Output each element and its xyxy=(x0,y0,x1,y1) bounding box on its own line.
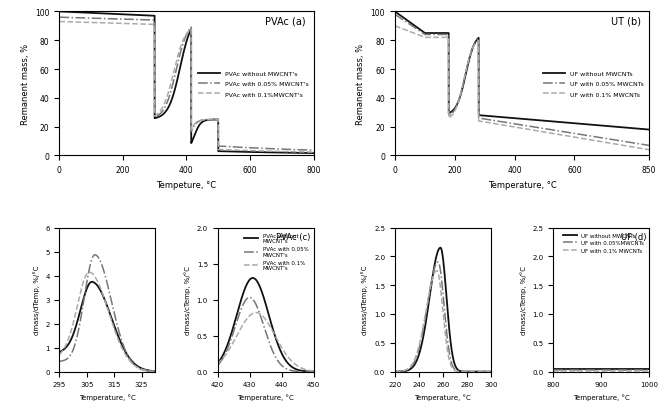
X-axis label: Temperature, °C: Temperature, °C xyxy=(488,180,556,189)
Text: PVAc (c): PVAc (c) xyxy=(276,232,310,241)
X-axis label: Temperature, °C: Temperature, °C xyxy=(573,393,629,400)
X-axis label: Temperature, °C: Temperature, °C xyxy=(237,393,294,400)
X-axis label: Temperature, °C: Temperature, °C xyxy=(79,393,136,400)
Y-axis label: dmass/dTemp, %/°C: dmass/dTemp, %/°C xyxy=(33,265,40,335)
Text: PVAc (a): PVAc (a) xyxy=(266,17,306,27)
Text: UT (b): UT (b) xyxy=(612,17,641,27)
Y-axis label: dmass/cTemp, %/°C: dmass/cTemp, %/°C xyxy=(185,266,191,334)
Y-axis label: Remanent mass, %: Remanent mass, % xyxy=(356,44,365,125)
Legend: PVAc without MWCNT's, PVAc with 0.05% MWCNT's, PVAc with 0.1%MWCNT's: PVAc without MWCNT's, PVAc with 0.05% MW… xyxy=(196,69,310,99)
Text: UF (d): UF (d) xyxy=(621,232,646,241)
Legend: PVAc without
MWCNT's, PVAc with 0.05%
MWCNT's, PVAc with 0.1%
MWCNT's: PVAc without MWCNT's, PVAc with 0.05% MW… xyxy=(243,231,311,273)
X-axis label: Temperature, °C: Temperature, °C xyxy=(415,393,471,400)
Legend: UF without MWCNTs, UF with 0.05%MWCNTs, UF with 0.1% MWCNTs: UF without MWCNTs, UF with 0.05%MWCNTs, … xyxy=(561,231,646,256)
Legend: UF without MWCNTs, UF with 0.05% MWCNTs, UF with 0.1% MWCNTs: UF without MWCNTs, UF with 0.05% MWCNTs,… xyxy=(542,69,646,99)
Y-axis label: Remanent mass, %: Remanent mass, % xyxy=(20,44,30,125)
Y-axis label: dmass/cTemp, %/°C: dmass/cTemp, %/°C xyxy=(520,266,527,334)
X-axis label: Tempeture, °C: Tempeture, °C xyxy=(156,180,217,189)
Y-axis label: dmass/dTemp, %/°C: dmass/dTemp, %/°C xyxy=(362,265,368,335)
